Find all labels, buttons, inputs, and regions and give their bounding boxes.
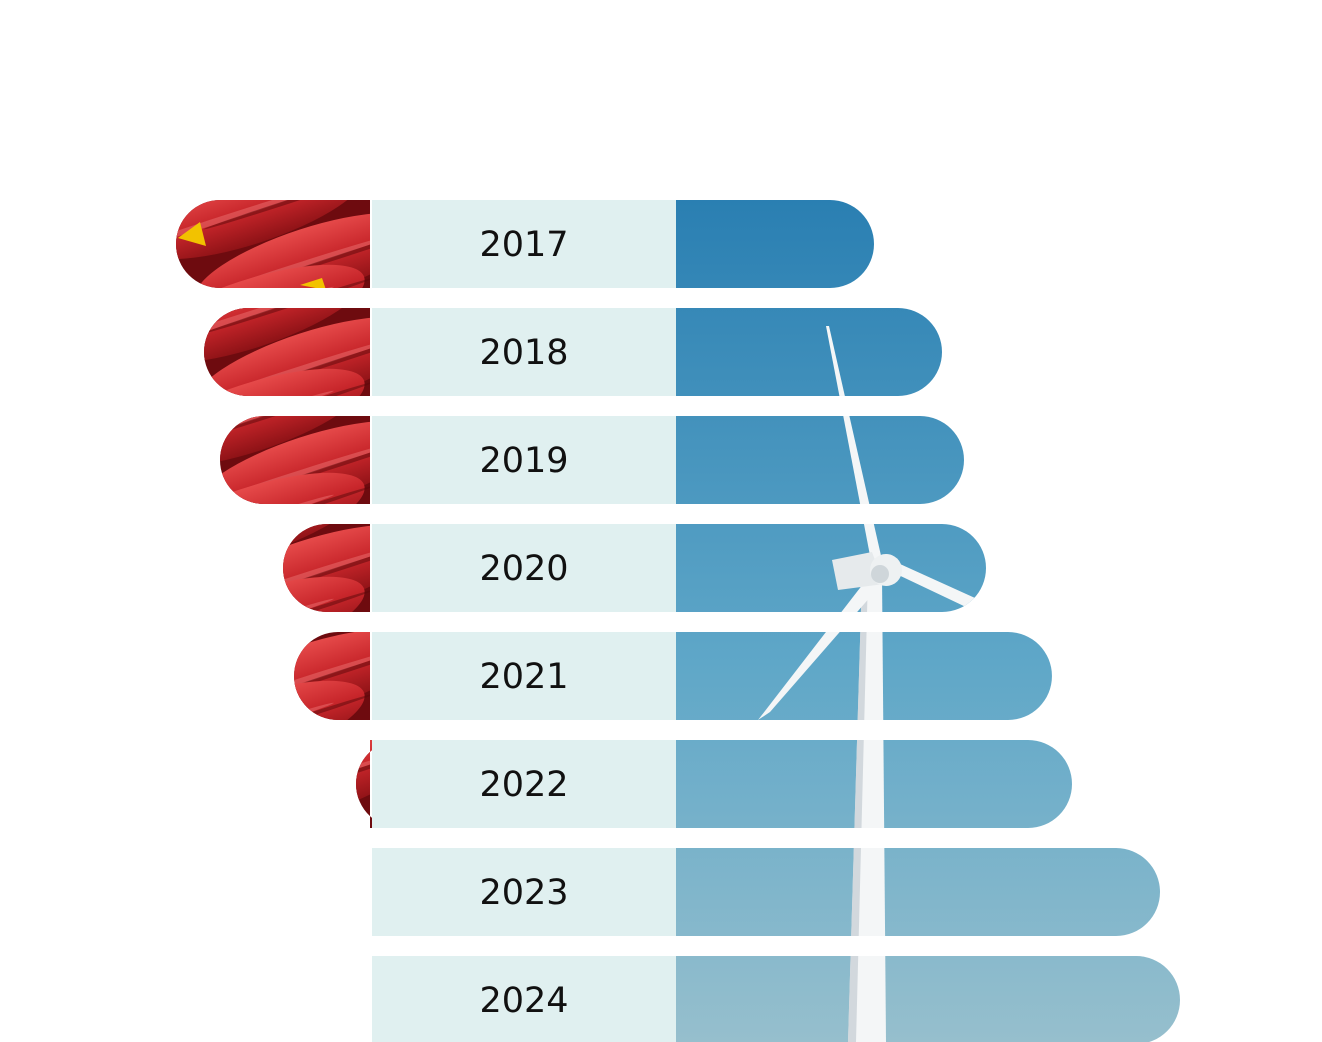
year-label: 2023 — [479, 873, 568, 913]
year-label: 2021 — [479, 657, 568, 697]
wind-turbine-photo — [676, 200, 1180, 1042]
bar-row-2020: 2020 — [372, 524, 676, 612]
year-label: 2020 — [479, 549, 568, 589]
year-label: 2018 — [479, 333, 568, 373]
year-band-2019 — [372, 416, 676, 504]
year-band-2017 — [372, 200, 676, 288]
year-band-2023 — [372, 848, 676, 936]
bar-row-2022: 2022 — [372, 740, 676, 828]
bar-row-2024: 2024 — [372, 956, 676, 1042]
year-band-2018 — [372, 308, 676, 396]
bar-row-2017: 2017 — [372, 200, 676, 288]
year-label: 2017 — [479, 225, 568, 265]
year-label: 2024 — [479, 981, 568, 1021]
bar-row-2021: 2021 — [372, 632, 676, 720]
bar-row-2018: 2018 — [372, 308, 676, 396]
year-band-2024 — [372, 956, 676, 1042]
year-band-2021 — [372, 632, 676, 720]
bar-row-2023: 2023 — [372, 848, 676, 936]
year-band-2022 — [372, 740, 676, 828]
year-label: 2019 — [479, 441, 568, 481]
bar-row-2019: 2019 — [372, 416, 676, 504]
year-label: 2022 — [479, 765, 568, 805]
year-band-2020 — [372, 524, 676, 612]
